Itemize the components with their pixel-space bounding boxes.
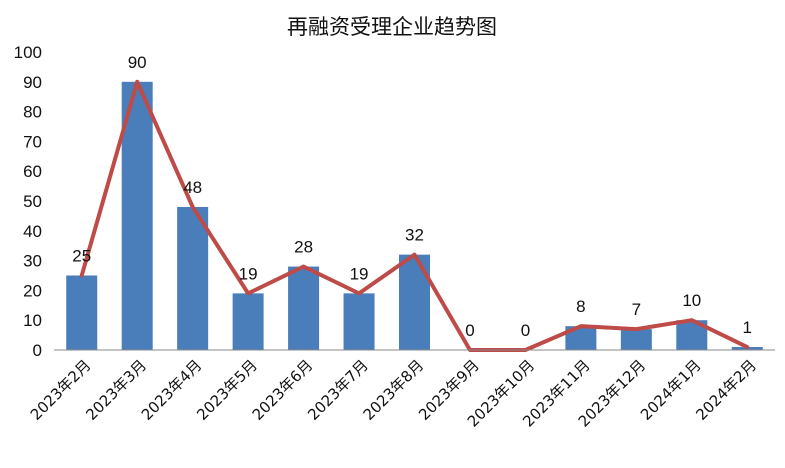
y-tick-label: 90 [23, 73, 42, 92]
bar [121, 81, 153, 351]
x-tick-label: 2024年2月 [692, 356, 760, 424]
bar [66, 275, 98, 350]
y-tick-label: 70 [23, 132, 42, 151]
data-label: 25 [72, 247, 91, 266]
data-label: 1 [743, 318, 752, 337]
data-labels: 25 90 48 19 28 19 32 0 0 8 7 10 1 [72, 53, 752, 340]
bar [177, 206, 209, 350]
y-tick-label: 100 [14, 43, 42, 62]
y-tick-label: 30 [23, 252, 42, 271]
data-label: 48 [183, 178, 202, 197]
bar [232, 293, 264, 350]
y-tick-label: 40 [23, 222, 42, 241]
y-tick-label: 60 [23, 162, 42, 181]
bar-series [66, 81, 763, 351]
bar [343, 293, 375, 350]
bar [620, 329, 652, 350]
data-label: 0 [521, 321, 530, 340]
data-label: 19 [239, 264, 258, 283]
x-axis: 2023年2月2023年3月2023年4月2023年5月2023年6月2023年… [27, 356, 760, 430]
data-label: 19 [350, 264, 369, 283]
bar [288, 266, 320, 350]
y-tick-label: 20 [23, 281, 42, 300]
y-tick-label: 10 [23, 311, 42, 330]
y-tick-label: 80 [23, 103, 42, 122]
data-label: 28 [294, 238, 313, 257]
chart-title: 再融资受理企业趋势图 [287, 15, 497, 39]
data-label: 10 [682, 291, 701, 310]
bar [565, 326, 597, 350]
y-tick-label: 50 [23, 192, 42, 211]
y-tick-label: 0 [33, 341, 42, 360]
data-label: 90 [128, 53, 147, 72]
bar [399, 254, 430, 350]
data-label: 0 [465, 321, 474, 340]
data-label: 7 [632, 300, 641, 319]
trend-line [79, 79, 750, 352]
line-series [79, 79, 750, 352]
data-label: 32 [405, 226, 424, 245]
data-label: 8 [576, 297, 585, 316]
y-axis: 0 10 20 30 40 50 60 70 80 90 100 [14, 43, 42, 360]
